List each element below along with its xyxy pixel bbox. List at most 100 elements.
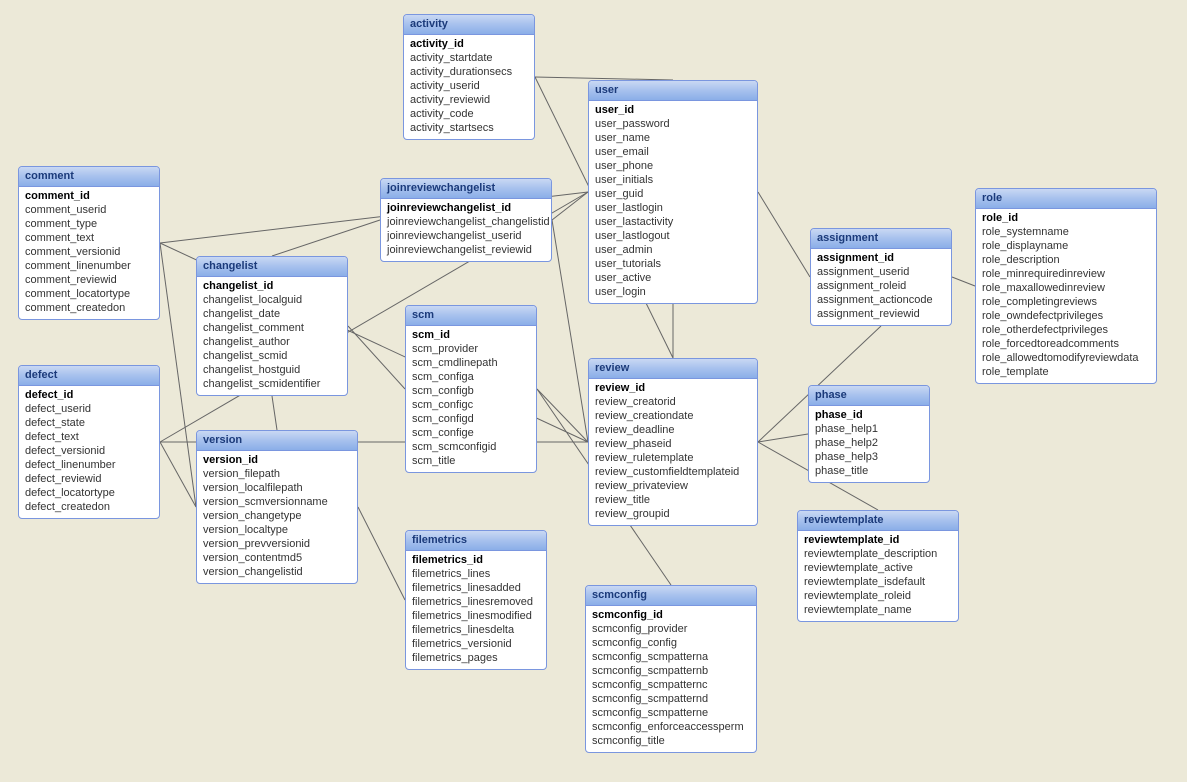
field: activity_durationsecs — [410, 65, 528, 79]
entity-fields: user_iduser_passworduser_nameuser_emailu… — [589, 101, 757, 303]
entity-scm[interactable]: scmscm_idscm_providerscm_cmdlinepathscm_… — [405, 305, 537, 473]
field: user_password — [595, 117, 751, 131]
field: scmconfig_scmpatternd — [592, 692, 750, 706]
entity-title: review — [589, 359, 757, 379]
field: version_filepath — [203, 467, 351, 481]
field: filemetrics_versionid — [412, 637, 540, 651]
field: version_localfilepath — [203, 481, 351, 495]
entity-joinreviewchangelist[interactable]: joinreviewchangelistjoinreviewchangelist… — [380, 178, 552, 262]
entity-comment[interactable]: commentcomment_idcomment_useridcomment_t… — [18, 166, 160, 320]
field: scmconfig_id — [592, 608, 750, 622]
field: defect_linenumber — [25, 458, 153, 472]
entity-changelist[interactable]: changelistchangelist_idchangelist_localg… — [196, 256, 348, 396]
field: reviewtemplate_roleid — [804, 589, 952, 603]
entity-title: comment — [19, 167, 159, 187]
field: defect_reviewid — [25, 472, 153, 486]
edge — [552, 220, 588, 442]
field: joinreviewchangelist_id — [387, 201, 545, 215]
entity-role[interactable]: rolerole_idrole_systemnamerole_displayna… — [975, 188, 1157, 384]
entity-activity[interactable]: activityactivity_idactivity_startdateact… — [403, 14, 535, 140]
field: comment_locatortype — [25, 287, 153, 301]
entity-review[interactable]: reviewreview_idreview_creatoridreview_cr… — [588, 358, 758, 526]
field: defect_text — [25, 430, 153, 444]
field: defect_state — [25, 416, 153, 430]
field: assignment_id — [817, 251, 945, 265]
edge — [358, 507, 405, 600]
entity-title: scmconfig — [586, 586, 756, 606]
field: scm_confige — [412, 426, 530, 440]
field: scmconfig_provider — [592, 622, 750, 636]
field: role_owndefectprivileges — [982, 309, 1150, 323]
field: role_template — [982, 365, 1150, 379]
field: scm_scmconfigid — [412, 440, 530, 454]
field: filemetrics_id — [412, 553, 540, 567]
field: phase_help2 — [815, 436, 923, 450]
field: reviewtemplate_active — [804, 561, 952, 575]
field: version_id — [203, 453, 351, 467]
field: review_title — [595, 493, 751, 507]
entity-scmconfig[interactable]: scmconfigscmconfig_idscmconfig_providers… — [585, 585, 757, 753]
field: user_guid — [595, 187, 751, 201]
field: scm_id — [412, 328, 530, 342]
field: changelist_id — [203, 279, 341, 293]
field: activity_startsecs — [410, 121, 528, 135]
field: version_contentmd5 — [203, 551, 351, 565]
field: scm_configd — [412, 412, 530, 426]
field: scmconfig_scmpatterne — [592, 706, 750, 720]
field: changelist_scmidentifier — [203, 377, 341, 391]
field: filemetrics_lines — [412, 567, 540, 581]
entity-fields: role_idrole_systemnamerole_displaynamero… — [976, 209, 1156, 383]
entity-version[interactable]: versionversion_idversion_filepathversion… — [196, 430, 358, 584]
field: role_minrequiredinreview — [982, 267, 1150, 281]
entity-user[interactable]: useruser_iduser_passworduser_nameuser_em… — [588, 80, 758, 304]
field: role_maxallowedinreview — [982, 281, 1150, 295]
field: scm_configb — [412, 384, 530, 398]
entity-reviewtemplate[interactable]: reviewtemplatereviewtemplate_idreviewtem… — [797, 510, 959, 622]
field: defect_locatortype — [25, 486, 153, 500]
entity-assignment[interactable]: assignmentassignment_idassignment_userid… — [810, 228, 952, 326]
entity-defect[interactable]: defectdefect_iddefect_useriddefect_state… — [18, 365, 160, 519]
field: reviewtemplate_name — [804, 603, 952, 617]
field: user_initials — [595, 173, 751, 187]
field: review_deadline — [595, 423, 751, 437]
entity-title: filemetrics — [406, 531, 546, 551]
entity-phase[interactable]: phasephase_idphase_help1phase_help2phase… — [808, 385, 930, 483]
entity-fields: review_idreview_creatoridreview_creation… — [589, 379, 757, 525]
field: changelist_scmid — [203, 349, 341, 363]
field: scm_configa — [412, 370, 530, 384]
entity-title: changelist — [197, 257, 347, 277]
field: activity_startdate — [410, 51, 528, 65]
field: role_description — [982, 253, 1150, 267]
entity-title: reviewtemplate — [798, 511, 958, 531]
field: comment_linenumber — [25, 259, 153, 273]
field: changelist_date — [203, 307, 341, 321]
field: review_groupid — [595, 507, 751, 521]
er-diagram-canvas: activityactivity_idactivity_startdateact… — [0, 0, 1187, 782]
entity-fields: scm_idscm_providerscm_cmdlinepathscm_con… — [406, 326, 536, 472]
field: user_id — [595, 103, 751, 117]
edge — [272, 220, 380, 256]
edge — [758, 192, 810, 277]
entity-fields: reviewtemplate_idreviewtemplate_descript… — [798, 531, 958, 621]
field: filemetrics_pages — [412, 651, 540, 665]
field: scmconfig_scmpatterna — [592, 650, 750, 664]
field: assignment_actioncode — [817, 293, 945, 307]
edge — [758, 434, 808, 442]
entity-filemetrics[interactable]: filemetrics filemetrics_idfilemetrics_lin… — [405, 530, 547, 670]
field: defect_id — [25, 388, 153, 402]
entity-title: user — [589, 81, 757, 101]
entity-fields: comment_idcomment_useridcomment_typecomm… — [19, 187, 159, 319]
entity-title: activity — [404, 15, 534, 35]
field: comment_text — [25, 231, 153, 245]
field: version_changetype — [203, 509, 351, 523]
edge — [537, 389, 588, 442]
field: user_lastactivity — [595, 215, 751, 229]
field: user_admin — [595, 243, 751, 257]
field: changelist_comment — [203, 321, 341, 335]
field: reviewtemplate_id — [804, 533, 952, 547]
field: user_lastlogin — [595, 201, 751, 215]
field: assignment_roleid — [817, 279, 945, 293]
field: scmconfig_title — [592, 734, 750, 748]
field: changelist_author — [203, 335, 341, 349]
entity-fields: scmconfig_idscmconfig_provider scmconfig_… — [586, 606, 756, 752]
